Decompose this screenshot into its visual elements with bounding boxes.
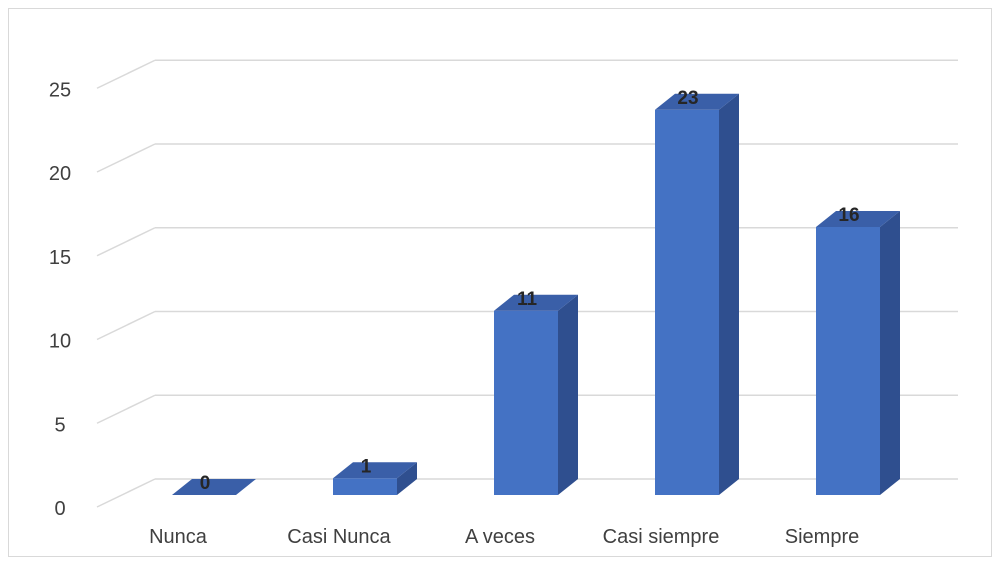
gridline-depth — [96, 143, 156, 173]
bar — [333, 462, 417, 495]
x-category-label: Nunca — [149, 526, 208, 548]
bar-side — [719, 93, 739, 495]
bar-top — [494, 294, 578, 311]
bars — [172, 93, 900, 495]
gridline-depth — [96, 227, 156, 257]
gridline-depth — [96, 310, 156, 341]
data-labels: 0 1 11 23 16 — [200, 88, 860, 494]
y-tick-label: 15 — [49, 247, 71, 269]
data-label: 0 — [200, 473, 211, 494]
gridline-depth — [96, 478, 156, 508]
data-label: 11 — [517, 289, 538, 310]
bar-top — [172, 479, 256, 495]
x-category-label: Casi Nunca — [287, 526, 391, 548]
data-label: 1 — [361, 456, 372, 477]
data-label: 23 — [677, 88, 698, 109]
y-tick-label: 25 — [49, 79, 71, 101]
bar-front — [333, 478, 397, 495]
x-category-label: A veces — [465, 526, 535, 548]
bar-front — [494, 310, 558, 495]
bar-front — [816, 227, 880, 495]
y-tick-label: 10 — [49, 331, 71, 353]
y-tick-label: 0 — [54, 498, 65, 520]
y-tick-label: 5 — [54, 414, 65, 436]
x-category-label: Siempre — [785, 526, 859, 548]
gridline-depth — [96, 394, 156, 424]
gridline-depth — [96, 59, 156, 89]
x-category-label: Casi siempre — [603, 526, 720, 548]
bar-top — [655, 93, 739, 110]
bar — [494, 294, 578, 495]
bar — [816, 211, 900, 495]
bar-top — [333, 462, 417, 479]
bar-side — [558, 294, 578, 495]
y-tick-label: 20 — [49, 163, 71, 185]
bar — [655, 93, 739, 495]
data-label: 16 — [838, 205, 859, 226]
y-axis-ticks: 0 5 10 15 20 25 — [49, 79, 71, 520]
x-axis-categories: Nunca Casi Nunca A veces Casi siempre Si… — [149, 526, 859, 548]
bar-side — [397, 462, 417, 495]
bar-front — [655, 109, 719, 495]
bar — [172, 479, 256, 495]
bar-top — [816, 211, 900, 227]
bar-side — [880, 211, 900, 495]
